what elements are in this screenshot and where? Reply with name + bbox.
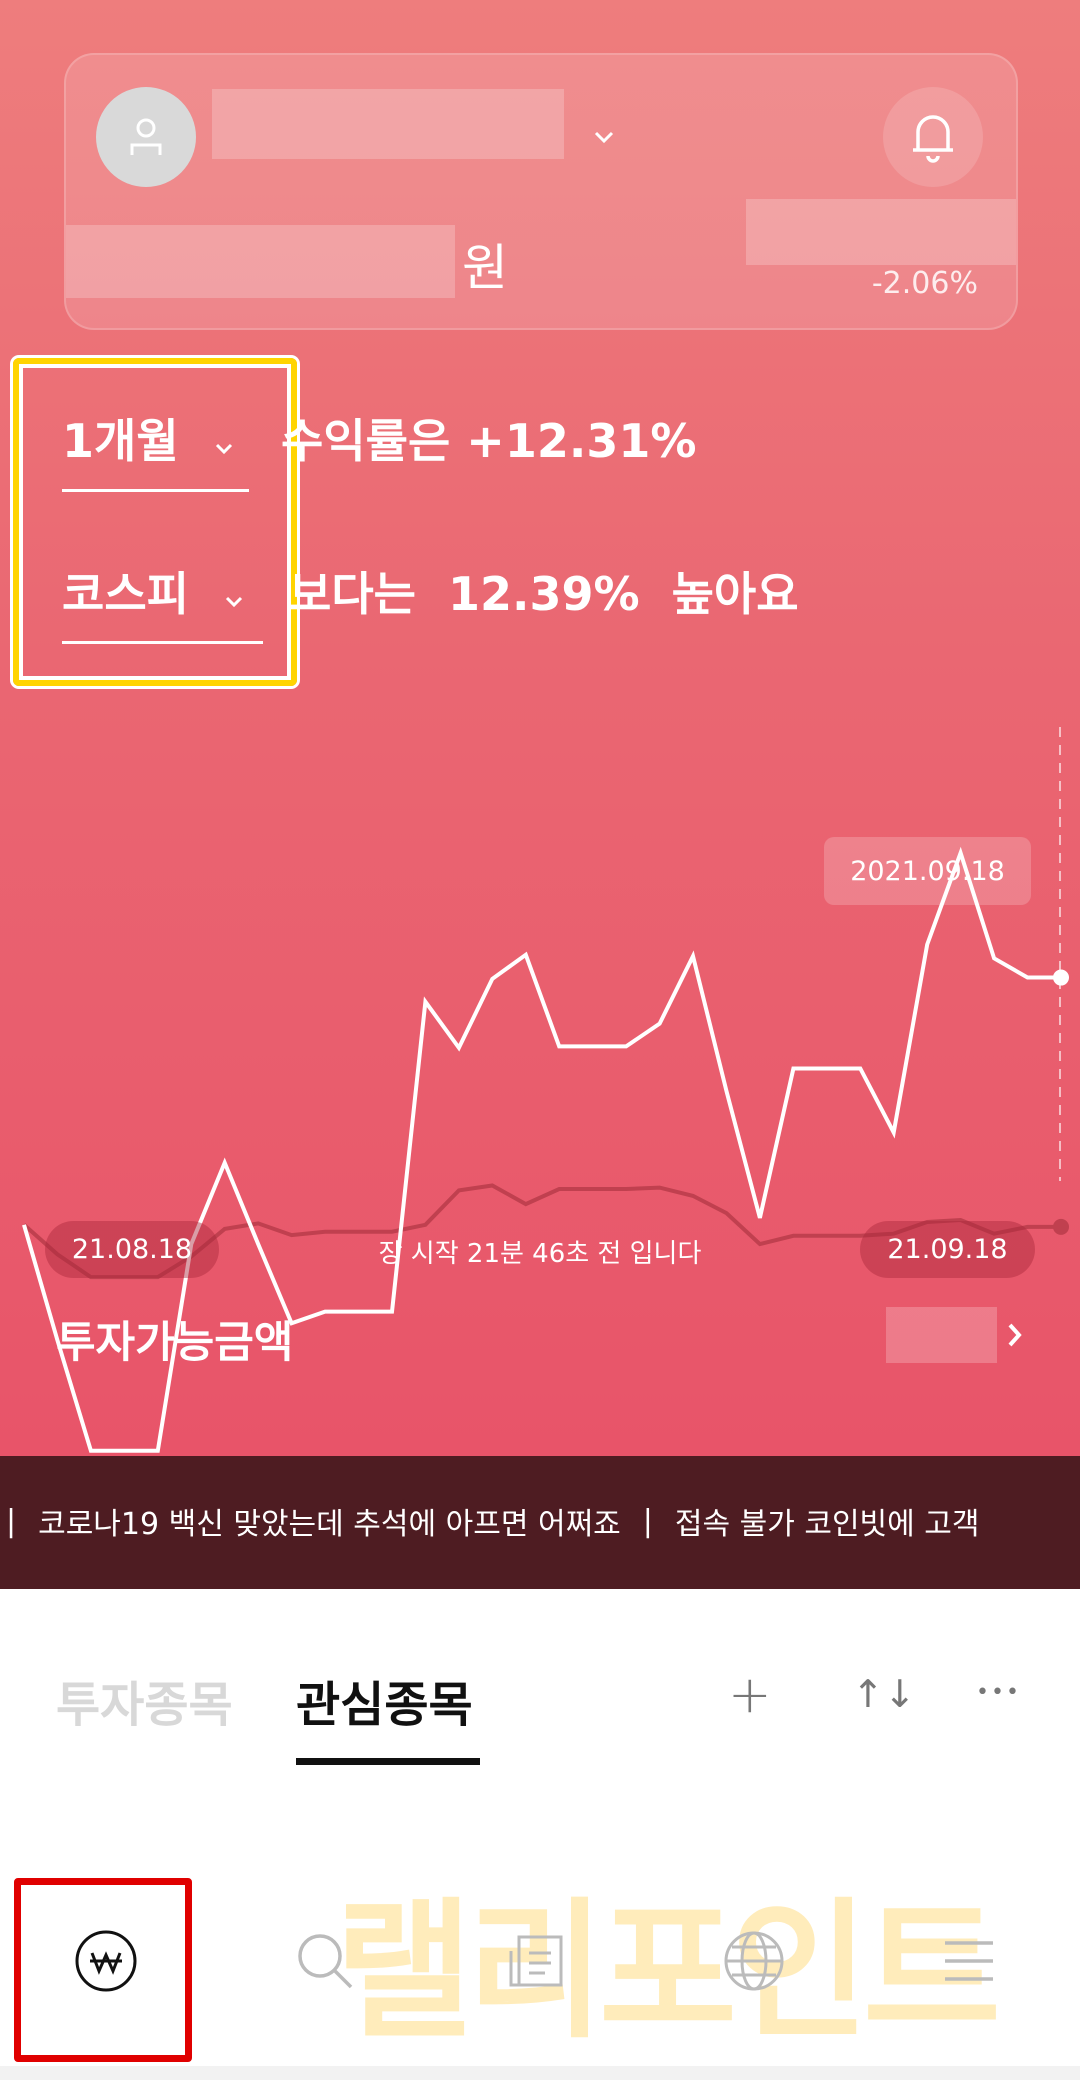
active-tab-underline [296, 1758, 480, 1765]
benchmark-select[interactable]: 코스피 [62, 558, 245, 624]
person-icon [130, 118, 162, 155]
tab-watchlist[interactable]: 관심종목 [296, 1677, 473, 1733]
start-date-pill: 21.08.18 [45, 1221, 219, 1278]
chart-tooltip: 2021.09.18 [824, 837, 1031, 905]
available-cash-label[interactable]: 투자가능금액 [56, 1318, 294, 1368]
nav-news[interactable] [501, 1925, 573, 1997]
market-status: 장 시작 21분 46초 전 입니다 [378, 1239, 702, 1269]
globe-icon [724, 1931, 784, 1991]
system-nav-bar [0, 2066, 1080, 2080]
available-cash-redacted [886, 1307, 997, 1363]
ticker-separator: | [6, 1503, 17, 1539]
highlight-box [13, 358, 297, 686]
nav-menu[interactable] [933, 1925, 1005, 1997]
bell-icon [913, 115, 953, 163]
notification-button[interactable] [883, 87, 983, 187]
benchmark-end-point [1053, 1218, 1069, 1235]
benchmark-line [22, 1183, 1061, 1280]
currency-suffix: 원 [462, 239, 508, 297]
account-card [64, 53, 1018, 330]
account-name-redacted[interactable] [212, 89, 564, 159]
period-select-label: 1개월 [62, 414, 179, 468]
won-icon [75, 1930, 137, 1992]
period-select[interactable]: 1개월 [62, 405, 235, 471]
more-button[interactable]: ••• [976, 1680, 1021, 1705]
sort-button[interactable]: ↑↓ [852, 1672, 916, 1716]
chevron-down-icon[interactable] [592, 127, 616, 147]
benchmark-select-label: 코스피 [62, 567, 189, 621]
nav-search[interactable] [289, 1925, 361, 1997]
ticker-separator: | [642, 1503, 653, 1539]
portfolio-hero: 원 -2.06% 1개월 수익률은 +12.31% 코스피 보다는 12.39%… [0, 0, 1080, 1456]
avatar[interactable] [96, 87, 196, 187]
chevron-down-icon [215, 443, 232, 455]
return-chart[interactable] [0, 0, 1080, 1456]
period-underline [62, 489, 249, 492]
tab-holdings[interactable]: 투자종목 [56, 1677, 233, 1733]
benchmark-underline [62, 641, 263, 644]
add-button[interactable]: + [728, 1665, 772, 1725]
menu-icon [945, 1941, 993, 1981]
news-ticker[interactable]: | 코로나19 백신 맞았는데 추석에 아프면 어쩌죠 | 접속 불가 코인빗에… [0, 1456, 1080, 1589]
daily-change: -2.06% [871, 266, 978, 301]
nav-home[interactable] [70, 1925, 142, 1997]
portfolio-end-point [1053, 969, 1069, 986]
nav-global[interactable] [718, 1925, 790, 1997]
watermark-logo: 랠리포인트 [335, 1885, 1001, 2059]
return-text: 수익률은 +12.31% [281, 414, 697, 468]
news-icon [509, 1935, 563, 1987]
chevron-down-icon [225, 596, 243, 608]
ticker-item[interactable]: 접속 불가 코인빗에 고객 [674, 1507, 980, 1542]
chevron-right-icon[interactable] [1004, 1320, 1026, 1350]
balance-redacted [66, 225, 455, 298]
profit-redacted [746, 199, 1016, 265]
highlight-box-red [14, 1878, 192, 2062]
benchmark-text: 보다는 12.39% 높아요 [289, 567, 799, 621]
portfolio-return-line [22, 846, 1061, 1453]
end-date-pill: 21.09.18 [860, 1221, 1035, 1278]
search-icon [298, 1934, 353, 1989]
ticker-item[interactable]: 코로나19 백신 맞았는데 추석에 아프면 어쩌죠 [38, 1507, 621, 1542]
